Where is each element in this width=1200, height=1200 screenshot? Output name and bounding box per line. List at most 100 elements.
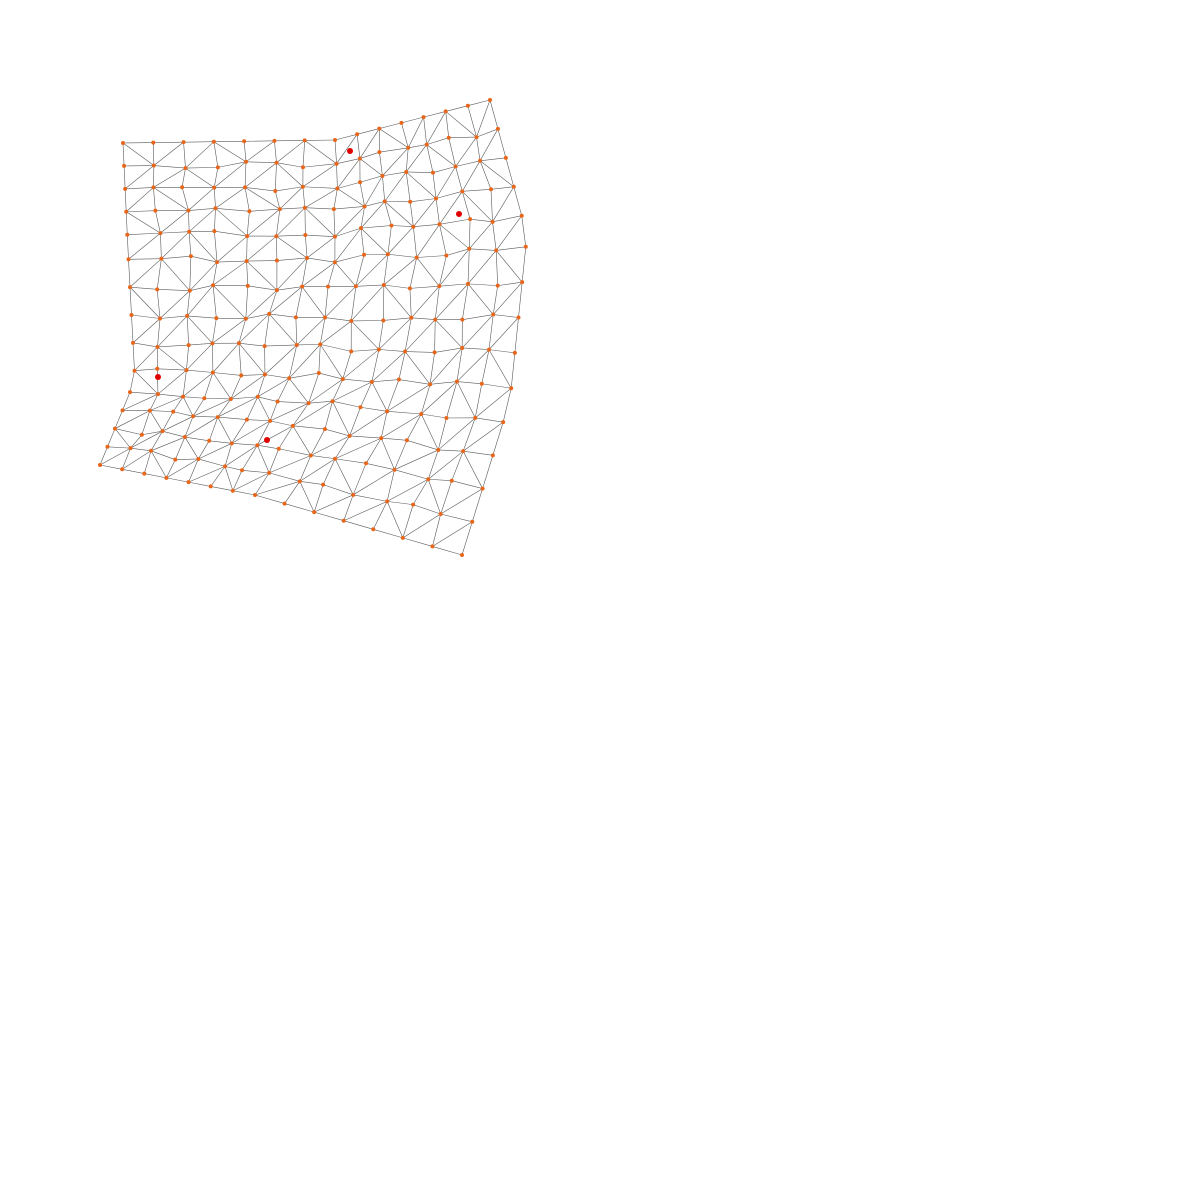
mesh-node [480, 486, 485, 491]
mesh-edge [124, 165, 155, 190]
mesh-edge [359, 175, 383, 183]
mesh-edge [467, 105, 477, 138]
mesh-node [202, 396, 207, 401]
mesh-edge [384, 201, 414, 227]
mesh-edge [114, 410, 123, 429]
mesh-edge [129, 391, 158, 395]
mesh-edge [156, 289, 161, 319]
mesh-edge [214, 231, 218, 263]
mesh-edge [188, 343, 213, 346]
mesh-edge [493, 314, 519, 318]
mesh-edge [122, 142, 155, 166]
mesh-node [332, 234, 337, 239]
mesh-edge [301, 286, 326, 318]
mesh-edge [479, 160, 492, 190]
mesh-node [186, 343, 191, 348]
mesh-edge [365, 437, 382, 464]
mesh-node [490, 453, 495, 458]
mesh-edge [333, 206, 365, 210]
mesh-edge [306, 236, 336, 259]
mesh-edge [159, 315, 188, 319]
mesh-node [392, 467, 397, 472]
mesh-edge [468, 283, 498, 286]
mesh-edge [264, 344, 297, 347]
mesh-edge [184, 436, 199, 460]
mesh-node [282, 501, 287, 506]
mesh-edge [305, 235, 308, 259]
mesh-edge [492, 221, 497, 251]
mesh-edge [334, 435, 350, 459]
mesh-node [406, 145, 411, 150]
mesh-edge [474, 383, 483, 418]
mesh-node [207, 438, 212, 443]
mesh-node [385, 252, 390, 257]
mesh-edge [336, 163, 338, 189]
mesh-edge [276, 162, 304, 168]
mesh-edge [411, 317, 436, 320]
mesh-edge [192, 398, 205, 417]
mesh-edge [245, 289, 278, 319]
mesh-node [444, 253, 449, 258]
mesh-edge [284, 503, 315, 513]
mesh-edge [161, 258, 191, 291]
mesh-edge [439, 224, 447, 256]
mesh-edge [296, 344, 321, 346]
mesh-edge [463, 450, 493, 456]
mesh-edge [349, 411, 388, 437]
mesh-edge [186, 343, 213, 371]
mesh-edge [210, 466, 226, 487]
mesh-edge [308, 400, 333, 404]
mesh-edge [276, 207, 306, 237]
mesh-edge [456, 349, 490, 382]
mesh-edge [192, 398, 231, 417]
mesh-edge [274, 140, 277, 163]
mesh-edge [295, 286, 303, 318]
mesh-edge [365, 463, 395, 470]
mesh-edge [181, 168, 186, 188]
mesh-node [126, 257, 131, 262]
mesh-node [186, 480, 191, 485]
mesh-edge [257, 420, 271, 446]
mesh-node [160, 429, 165, 434]
mesh-node [460, 189, 465, 194]
mesh-edge [217, 416, 233, 444]
mesh-edge [479, 128, 499, 161]
mesh-node [247, 209, 252, 214]
pinned-node [347, 148, 353, 154]
mesh-edge [378, 349, 406, 352]
mesh-edge [268, 313, 298, 346]
mesh-node [501, 420, 506, 425]
mesh-node [187, 288, 192, 293]
mesh-node [465, 103, 470, 108]
mesh-edge [324, 286, 329, 318]
mesh-edge [246, 236, 248, 262]
mesh-node [214, 316, 219, 321]
mesh-node [362, 204, 367, 209]
mesh-node [240, 468, 245, 473]
mesh-node [294, 342, 299, 347]
mesh-edge [391, 225, 414, 228]
mesh-edge [482, 455, 494, 489]
mesh-edge [215, 187, 246, 209]
mesh-node [158, 231, 163, 236]
mesh-edge [386, 478, 429, 502]
mesh-node [460, 553, 464, 557]
mesh-edge [439, 218, 471, 225]
mesh-edge [212, 318, 246, 344]
mesh-node [228, 396, 233, 401]
mesh-edge [322, 458, 336, 485]
mesh-edge [216, 317, 246, 320]
mesh-edge [162, 430, 185, 438]
mesh-edge [446, 381, 458, 419]
mesh-edge [405, 171, 411, 202]
mesh-edge [279, 186, 304, 210]
mesh-edge [277, 401, 309, 404]
mesh-edge [157, 393, 184, 397]
mesh-edge [245, 313, 270, 320]
mesh-edge [257, 445, 270, 473]
mesh-edge [160, 231, 190, 234]
mesh-node [503, 155, 508, 160]
mesh-edge [462, 188, 492, 192]
mesh-edge [132, 342, 158, 348]
mesh-edge [156, 258, 162, 290]
